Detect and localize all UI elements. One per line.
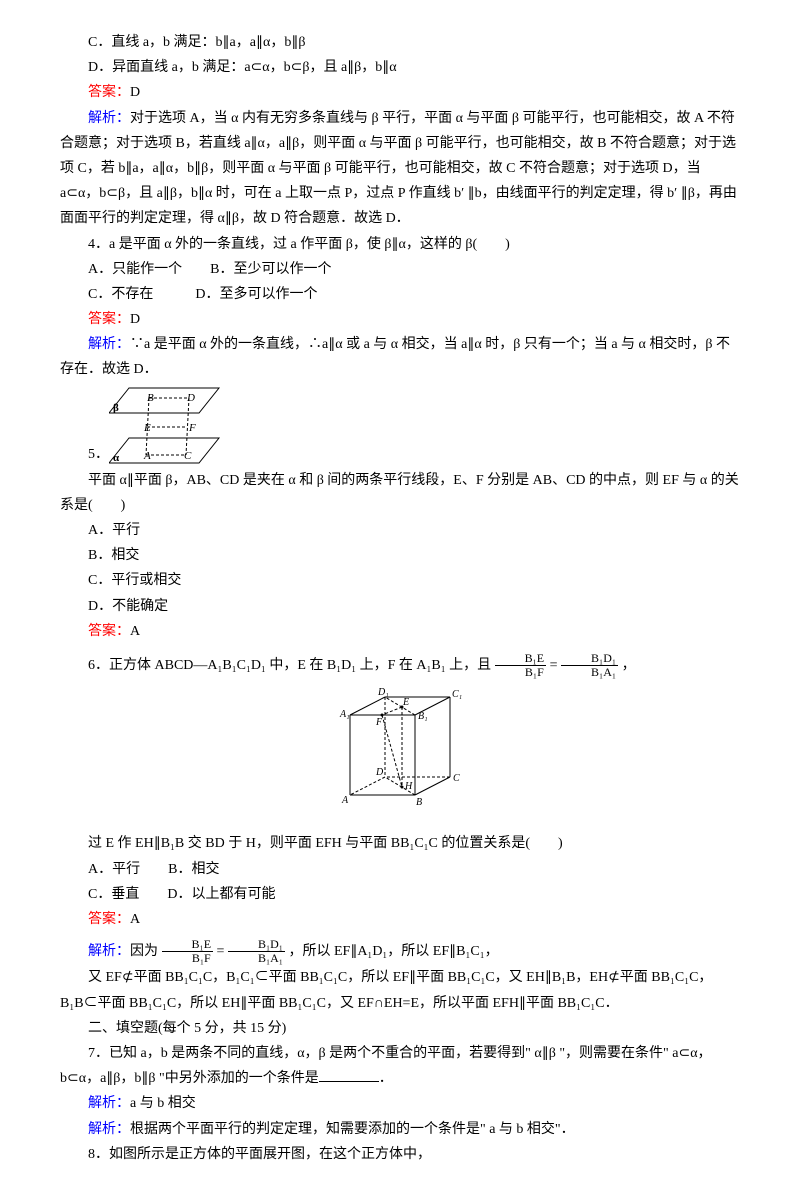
svg-text:C₁: C₁ — [452, 689, 462, 700]
svg-text:A: A — [341, 795, 349, 806]
q6-stem2: 过 E 作 EH∥B₁B 交 BD 于 H，则平面 EFH 与平面 BB₁C₁C… — [60, 831, 740, 856]
svg-text:A: A — [143, 450, 151, 462]
q8-stem: 8．如图所示是正方体的平面展开图，在这个正方体中， — [60, 1142, 740, 1167]
q6-answer: 答案：A — [60, 907, 740, 932]
q5-optB: B．相交 — [60, 543, 740, 568]
svg-text:B: B — [416, 797, 422, 808]
svg-text:β: β — [113, 402, 119, 414]
q4-stem: 4．a 是平面 α 外的一条直线，过 a 作平面 β，使 β∥α，这样的 β( … — [60, 232, 740, 257]
q5-stem: 平面 α∥平面 β，AB、CD 是夹在 α 和 β 间的两条平行线段，E、F 分… — [60, 468, 740, 518]
q3-optC: C．直线 a，b 满足：b∥a，a∥α，b∥β — [60, 30, 740, 55]
q4-optA: A．只能作一个 B．至少可以作一个 — [60, 257, 740, 282]
svg-text:D: D — [375, 767, 384, 778]
q5-optD: D．不能确定 — [60, 594, 740, 619]
q6-cube-diagram: E F H A₁ B₁ C₁ D₁ A B C D — [320, 685, 480, 825]
svg-text:D: D — [186, 392, 195, 404]
svg-text:F: F — [375, 717, 383, 728]
q5-diagram: B D E F A C β α — [109, 383, 239, 468]
svg-text:H: H — [404, 781, 413, 792]
q6-analysis: 解析：因为 B₁EB₁F = B₁D₁B₁A₁ ，所以 EF∥A₁D₁，所以 E… — [60, 938, 740, 965]
svg-text:α: α — [113, 452, 120, 464]
q5-optC: C．平行或相交 — [60, 568, 740, 593]
q6-optC: C．垂直 D．以上都有可能 — [60, 882, 740, 907]
q5-num: 5． — [60, 442, 109, 467]
svg-text:A₁: A₁ — [339, 709, 350, 720]
q7-analysis: 解析：a 与 b 相交 — [60, 1091, 740, 1116]
q6-analysis2: 又 EF⊄平面 BB₁C₁C，B₁C₁⊂平面 BB₁C₁C，所以 EF∥平面 B… — [60, 965, 740, 1015]
svg-text:F: F — [188, 422, 196, 434]
svg-text:D₁: D₁ — [377, 687, 389, 698]
q3-optD: D．异面直线 a，b 满足：a⊂α，b⊂β，且 a∥β，b∥α — [60, 55, 740, 80]
q5-optA: A．平行 — [60, 518, 740, 543]
svg-text:C: C — [184, 450, 192, 462]
q4-analysis: 解析：∵a 是平面 α 外的一条直线，∴a∥α 或 a 与 α 相交，当 a∥α… — [60, 332, 740, 382]
section2-title: 二、填空题(每个 5 分，共 15 分) — [60, 1016, 740, 1041]
q7-stem: 7．已知 a，b 是两条不同的直线，α，β 是两个不重合的平面，若要得到" α∥… — [60, 1041, 740, 1091]
q3-analysis: 解析：对于选项 A，当 α 内有无穷多条直线与 β 平行，平面 α 与平面 β … — [60, 106, 740, 232]
q7-analysis2: 解析：根据两个平面平行的判定定理，知需要添加的一个条件是" a 与 b 相交"． — [60, 1117, 740, 1142]
q6-optA: A．平行 B．相交 — [60, 857, 740, 882]
svg-text:E: E — [402, 697, 409, 708]
q6-stem: 6．正方体 ABCD—A₁B₁C₁D₁ 中，E 在 B₁D₁ 上，F 在 A₁B… — [60, 652, 740, 679]
q3-answer: 答案：D — [60, 80, 740, 105]
q5-answer: 答案：A — [60, 619, 740, 644]
svg-text:C: C — [453, 773, 460, 784]
q4-answer: 答案：D — [60, 307, 740, 332]
svg-text:B₁: B₁ — [418, 711, 428, 722]
q4-optC: C．不存在 D．至多可以作一个 — [60, 282, 740, 307]
